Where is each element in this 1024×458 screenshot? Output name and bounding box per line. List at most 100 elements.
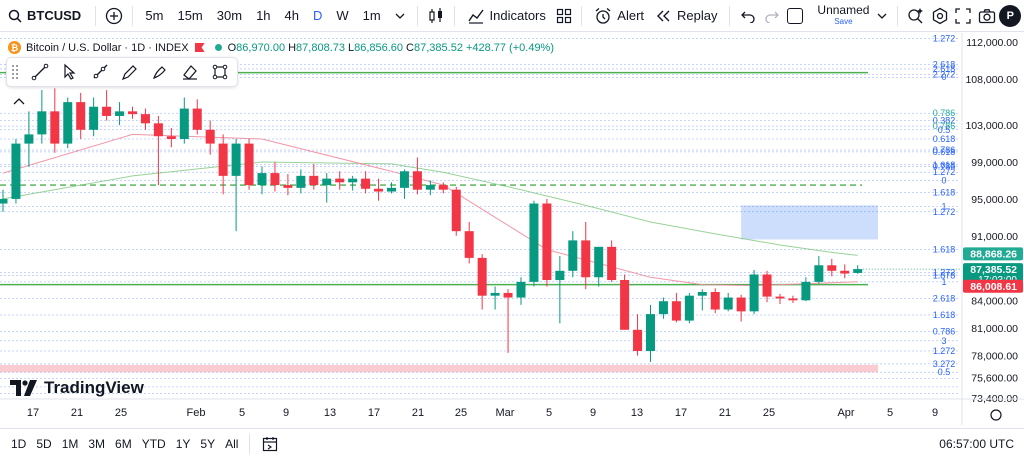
timeframe-d[interactable]: D [313, 8, 323, 23]
candle-body[interactable] [309, 175, 319, 186]
candle-body[interactable] [140, 114, 150, 124]
range-6m[interactable]: 6M [115, 436, 132, 451]
range-ytd[interactable]: YTD [141, 436, 166, 451]
candle-body[interactable] [179, 108, 189, 139]
candle-body[interactable] [231, 143, 241, 176]
range-all[interactable]: All [225, 436, 239, 451]
candle-body[interactable] [658, 301, 668, 315]
undo-button[interactable] [736, 2, 760, 30]
fast-ma-line[interactable] [2, 133, 858, 287]
ray-tool[interactable] [85, 59, 115, 85]
range-5y[interactable]: 5Y [200, 436, 216, 451]
candle-body[interactable] [115, 111, 125, 116]
compare-symbol-button[interactable] [102, 2, 126, 30]
candle-body[interactable] [166, 136, 176, 139]
candle-body[interactable] [594, 246, 604, 278]
flag-icon[interactable] [194, 43, 205, 52]
candle-body[interactable] [218, 143, 228, 176]
snapshot-button[interactable] [975, 2, 999, 30]
candle-body[interactable] [37, 111, 47, 135]
range-1m[interactable]: 1M [61, 436, 79, 451]
candle-body[interactable] [283, 185, 293, 188]
candle-body[interactable] [153, 123, 163, 137]
price-tag[interactable] [963, 263, 1023, 286]
candle-body[interactable] [607, 246, 617, 281]
symbol-search-button[interactable]: BTCUSD [0, 0, 89, 32]
candle-body[interactable] [451, 189, 461, 232]
candle-body[interactable] [827, 265, 837, 271]
candle-body[interactable] [128, 111, 137, 115]
collapse-legend-button[interactable] [12, 93, 30, 107]
timeframe-w[interactable]: W [336, 8, 349, 23]
candle-body[interactable] [620, 280, 630, 330]
timeframe-30m[interactable]: 30m [216, 8, 243, 23]
blue-zone[interactable] [741, 205, 878, 240]
candle-body[interactable] [361, 178, 371, 189]
rectangle-tool[interactable] [205, 59, 235, 85]
candle-body[interactable] [555, 270, 565, 281]
candle-body[interactable] [633, 329, 643, 351]
candle-body[interactable] [244, 143, 254, 186]
candle-body[interactable] [697, 292, 707, 296]
drag-handle[interactable] [11, 64, 19, 80]
candle-body[interactable] [736, 297, 746, 312]
candle-body[interactable] [490, 292, 500, 296]
candle-body[interactable] [205, 129, 215, 144]
candle-body[interactable] [542, 203, 552, 281]
candle-body[interactable] [762, 274, 772, 297]
candle-body[interactable] [76, 102, 86, 130]
candle-body[interactable] [516, 281, 526, 298]
replay-button[interactable]: Replay [650, 0, 723, 32]
price-chart[interactable]: 1.2722.6182.6182.27200.7860.3820.7860.50… [0, 33, 1024, 425]
pen-tool[interactable] [115, 59, 145, 85]
axis-settings-gear-icon[interactable] [990, 409, 1002, 421]
tradingview-logo[interactable]: TradingView [10, 378, 144, 398]
candle-body[interactable] [374, 188, 384, 192]
candle-body[interactable] [749, 274, 759, 312]
candle-body[interactable] [335, 178, 345, 183]
candle-body[interactable] [11, 143, 21, 199]
alert-button[interactable]: Alert [588, 0, 650, 32]
candle-body[interactable] [840, 270, 850, 274]
price-tag[interactable] [963, 279, 1023, 293]
candle-body[interactable] [710, 292, 720, 310]
candle-body[interactable] [192, 108, 202, 130]
user-menu-button[interactable]: P [998, 2, 1022, 30]
candle-body[interactable] [671, 301, 681, 321]
trend-line-tool[interactable] [25, 59, 55, 85]
candle-body[interactable] [425, 185, 435, 190]
candle-body[interactable] [477, 257, 487, 296]
quick-search-button[interactable] [904, 2, 928, 30]
candle-body[interactable] [0, 198, 8, 204]
highlighter-tool[interactable] [175, 59, 205, 85]
candle-body[interactable] [322, 178, 332, 186]
layout-button[interactable]: Unnamed Save [783, 0, 891, 32]
timeframe-1m[interactable]: 1m [362, 8, 381, 23]
fullscreen-button[interactable] [951, 2, 975, 30]
candle-body[interactable] [50, 111, 60, 144]
candle-body[interactable] [270, 173, 280, 186]
redo-button[interactable] [760, 2, 784, 30]
candle-body[interactable] [503, 292, 513, 298]
timeframe-dropdown-button[interactable] [388, 2, 412, 30]
candle-body[interactable] [63, 102, 73, 144]
indicators-button[interactable]: Indicators [461, 0, 552, 32]
layout-checkbox[interactable] [787, 7, 804, 24]
timeframe-5m[interactable]: 5m [145, 8, 164, 23]
candle-body[interactable] [348, 178, 358, 183]
candle-body[interactable] [684, 295, 694, 321]
candle-body[interactable] [387, 187, 396, 192]
settings-button[interactable] [928, 2, 952, 30]
candle-body[interactable] [89, 106, 99, 130]
candle-body[interactable] [801, 281, 811, 301]
candle-body[interactable] [257, 173, 267, 186]
candle-body[interactable] [568, 240, 578, 271]
range-1d[interactable]: 1D [11, 436, 27, 451]
range-1y[interactable]: 1Y [175, 436, 191, 451]
candle-body[interactable] [788, 298, 798, 301]
candle-body[interactable] [464, 231, 474, 258]
price-tag[interactable] [963, 247, 1023, 261]
utc-clock[interactable]: 06:57:00 UTC [939, 437, 1014, 451]
range-3m[interactable]: 3M [88, 436, 106, 451]
candle-body[interactable] [412, 171, 422, 190]
